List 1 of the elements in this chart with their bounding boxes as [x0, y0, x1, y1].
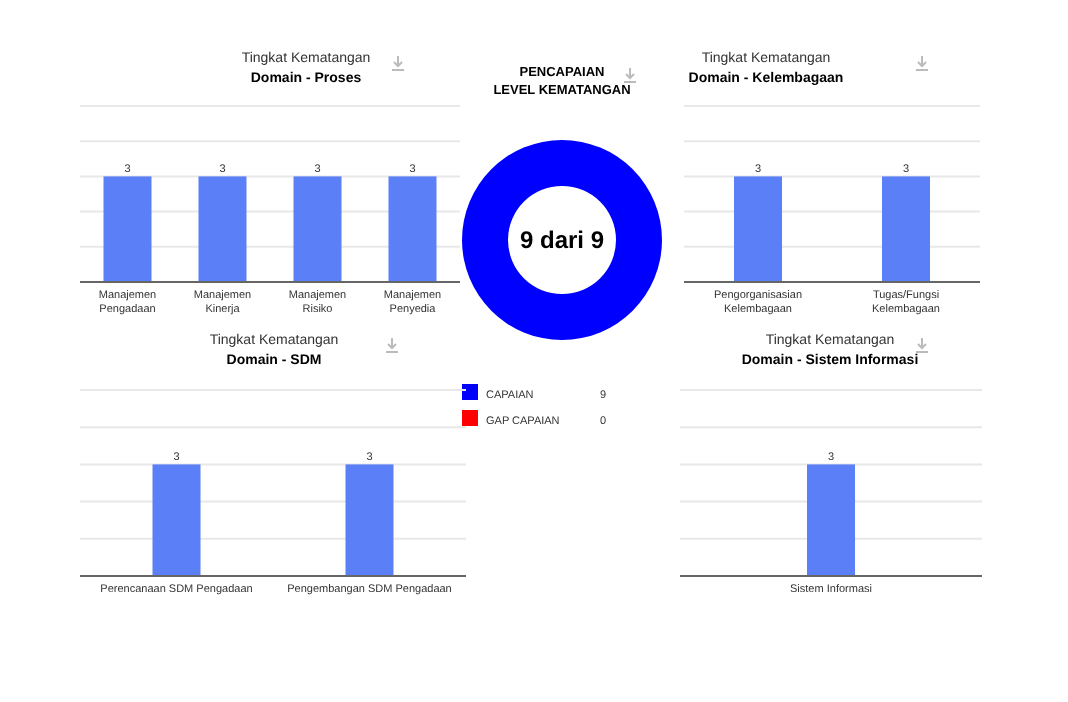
text: 9 dari 9 [519, 226, 605, 254]
